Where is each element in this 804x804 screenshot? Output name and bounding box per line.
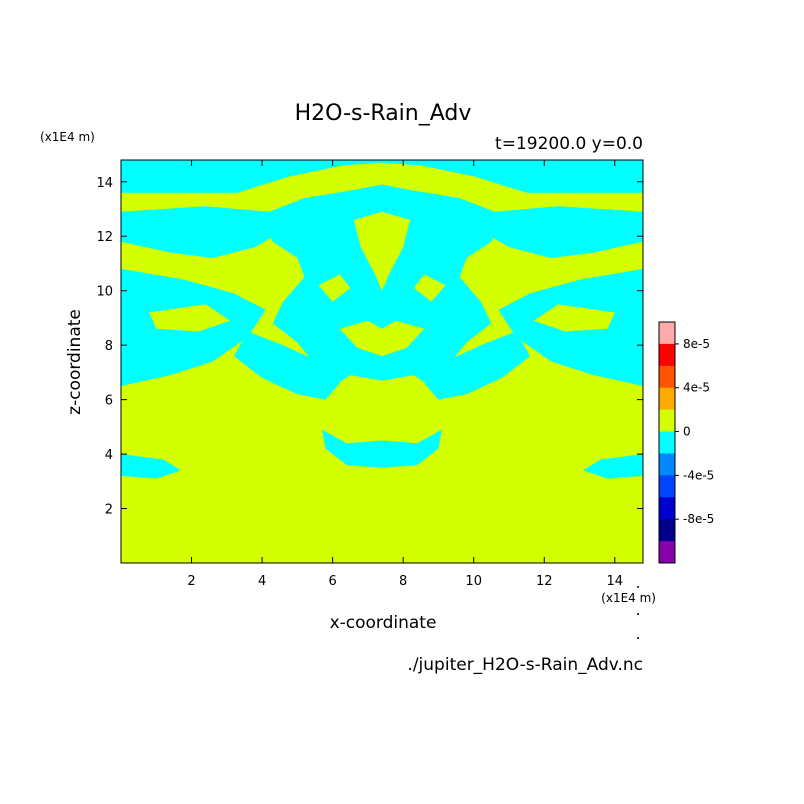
- y-tick-label: 6: [105, 394, 113, 409]
- axis-ticks: 2 4 6 8 10 12 14 2 4 6 8 10 12 14: [96, 160, 643, 589]
- x-tick-label: 8: [399, 574, 407, 589]
- y-tick-label: 14: [96, 176, 113, 191]
- colorbar-swatch: [659, 497, 675, 520]
- colorbar-swatch: [659, 409, 675, 432]
- colorbar-swatch: [659, 453, 675, 476]
- colorbar-label: 0: [683, 425, 691, 439]
- zero-region-left-wing-lower-notch: [149, 304, 231, 332]
- negative-region-lower-arch: [322, 429, 442, 468]
- colorbar-label: 8e-5: [683, 337, 710, 351]
- negative-region-left-lobe: [233, 331, 340, 400]
- colorbar-swatch: [659, 365, 675, 389]
- y-tick-label: 12: [96, 230, 113, 245]
- colorbar: 8e-5 4e-5 0 -4e-5 -8e-5: [658, 321, 714, 564]
- zero-region-right-wing-lower-notch: [533, 304, 615, 332]
- x-tick-label: 10: [465, 574, 482, 589]
- x-tick-label: 4: [258, 574, 266, 589]
- y-unit-label: (x1E4 m): [40, 130, 95, 144]
- colorbar-swatch: [659, 541, 675, 564]
- contour-regions: [121, 160, 643, 479]
- y-tick-label: 8: [105, 339, 113, 354]
- y-tick-label: 2: [105, 503, 113, 518]
- negative-region-left-wing-upper: [121, 206, 284, 258]
- y-tick-label: 10: [96, 285, 113, 300]
- corner-dot: [637, 637, 639, 639]
- colorbar-label: -8e-5: [683, 512, 714, 526]
- corner-dot: [637, 586, 639, 588]
- colorbar-swatch: [659, 387, 675, 411]
- zero-region-center-mask: [353, 211, 411, 291]
- chart-subtitle: t=19200.0 y=0.0: [495, 134, 643, 154]
- negative-region-left-low-streak: [121, 454, 181, 479]
- x-tick-label: 6: [328, 574, 336, 589]
- negative-region-right-wing-upper: [480, 206, 643, 258]
- y-axis-label: z-coordinate: [65, 309, 85, 415]
- y-tick-label: 4: [105, 448, 113, 463]
- colorbar-swatch: [659, 475, 675, 498]
- negative-region-top-band: [121, 160, 643, 193]
- colorbar-swatch: [659, 343, 675, 367]
- corner-dot: [637, 613, 639, 615]
- x-axis-label: x-coordinate: [330, 613, 437, 633]
- x-unit-label: (x1E4 m): [601, 591, 656, 605]
- x-tick-label: 12: [536, 574, 553, 589]
- colorbar-swatch: [659, 431, 675, 454]
- negative-region-right-low-streak: [583, 454, 643, 479]
- colorbar-label: 4e-5: [683, 381, 710, 395]
- colorbar-frame: [658, 321, 676, 564]
- negative-region-right-lobe: [424, 331, 531, 400]
- zero-region-left-ear: [318, 274, 351, 302]
- zero-region-center-crown: [339, 320, 425, 357]
- zero-region-right-ear: [413, 274, 446, 302]
- colorbar-label: -4e-5: [683, 468, 714, 482]
- plot-frame: [120, 159, 644, 564]
- colorbar-swatch: [659, 322, 675, 345]
- source-file-label: ./jupiter_H2O-s-Rain_Adv.nc: [407, 655, 643, 675]
- x-tick-label: 14: [607, 574, 624, 589]
- x-tick-label: 2: [187, 574, 195, 589]
- corner-dots: [637, 586, 639, 639]
- colorbar-swatch: [659, 519, 675, 542]
- chart-title: H2O-s-Rain_Adv: [295, 101, 472, 126]
- plot-area: 2 4 6 8 10 12 14 2 4 6 8 10 12 14: [96, 159, 644, 589]
